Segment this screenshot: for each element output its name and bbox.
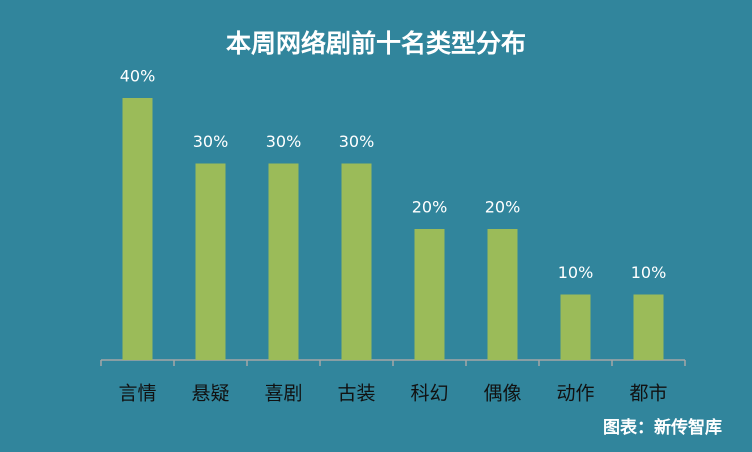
x-tick-label: 喜剧 bbox=[264, 383, 302, 405]
value-label: 30% bbox=[193, 132, 229, 151]
x-tick-label: 悬疑 bbox=[191, 383, 229, 405]
bar bbox=[414, 229, 445, 360]
x-tick-label: 偶像 bbox=[483, 383, 521, 405]
source: 图表：新传智库 bbox=[603, 417, 722, 438]
value-label: 10% bbox=[558, 263, 594, 282]
bar bbox=[341, 163, 372, 360]
bar bbox=[195, 163, 226, 360]
x-tick-label: 古装 bbox=[337, 383, 375, 405]
x-tick-label: 都市 bbox=[629, 383, 667, 405]
x-tick-label: 科幻 bbox=[410, 383, 448, 405]
chart-title: 本周网络剧前十名类型分布 bbox=[226, 29, 526, 58]
value-label: 30% bbox=[266, 132, 302, 151]
bar bbox=[487, 229, 518, 360]
x-tick-label: 言情 bbox=[118, 383, 156, 405]
bar bbox=[560, 294, 591, 360]
bar bbox=[268, 163, 299, 360]
value-label: 30% bbox=[339, 132, 375, 151]
x-tick-label: 动作 bbox=[556, 383, 594, 405]
bar bbox=[633, 294, 664, 360]
value-label: 20% bbox=[485, 198, 521, 217]
value-label: 10% bbox=[631, 263, 667, 282]
value-label: 20% bbox=[412, 198, 448, 217]
value-label: 40% bbox=[120, 67, 156, 86]
bar bbox=[122, 98, 153, 360]
